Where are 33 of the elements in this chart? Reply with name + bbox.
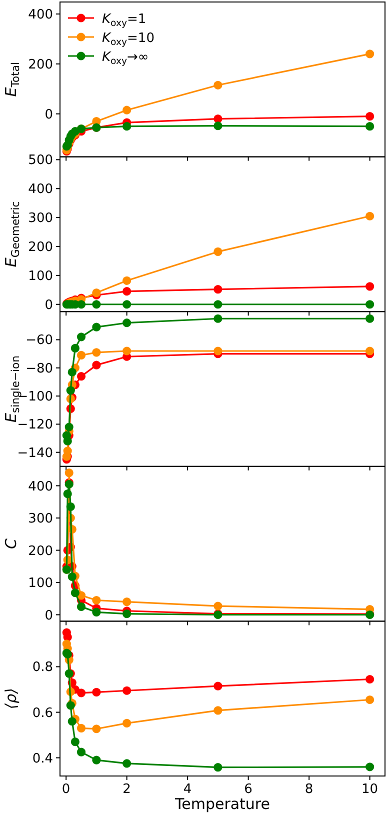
y-tick-label: 500	[28, 153, 53, 168]
y-tick-label: 400	[28, 7, 53, 22]
y-tick-label: 200	[28, 544, 53, 559]
legend-label: K$_{oxy}$=10	[102, 31, 154, 48]
y-tick-label: 200	[28, 57, 53, 72]
x-axis-title: Temperature	[174, 795, 270, 813]
y-tick-label: 400	[28, 182, 53, 198]
legend-label: K$_{oxy}$=1	[102, 12, 146, 29]
y-tick-label: 0	[44, 107, 53, 122]
y-tick-label: 100	[28, 576, 53, 591]
x-tick-label: 0	[62, 782, 70, 797]
y-tick-label: 0	[44, 608, 53, 624]
y-tick-label: 0.8	[32, 660, 53, 676]
y-tick-label: 0.4	[32, 751, 53, 766]
y-tick-label: −140	[17, 446, 53, 461]
y-tick-label: 300	[28, 512, 53, 526]
y-tick-label: −80	[26, 361, 53, 376]
y-tick-label: 0.6	[32, 706, 53, 721]
y-tick-label: 0	[44, 298, 53, 313]
x-tick-label: 10	[362, 782, 378, 797]
x-tick-label: 6	[244, 782, 252, 797]
y-tick-label: −120	[17, 418, 53, 433]
y-axis-title: C	[2, 538, 20, 550]
y-tick-label: 300	[28, 211, 53, 226]
x-tick-label: 4	[183, 782, 192, 797]
y-tick-label: 400	[28, 479, 53, 494]
x-tick-label: 8	[304, 782, 314, 797]
y-tick-label: 100	[28, 268, 53, 284]
legend-label: K$_{oxy}$→∞	[102, 50, 149, 67]
y-tick-label: −60	[26, 333, 53, 348]
y-axis-title: ⟨ρ⟩	[2, 688, 20, 710]
y-tick-label: 200	[28, 240, 53, 255]
x-tick-label: 2	[122, 782, 131, 797]
